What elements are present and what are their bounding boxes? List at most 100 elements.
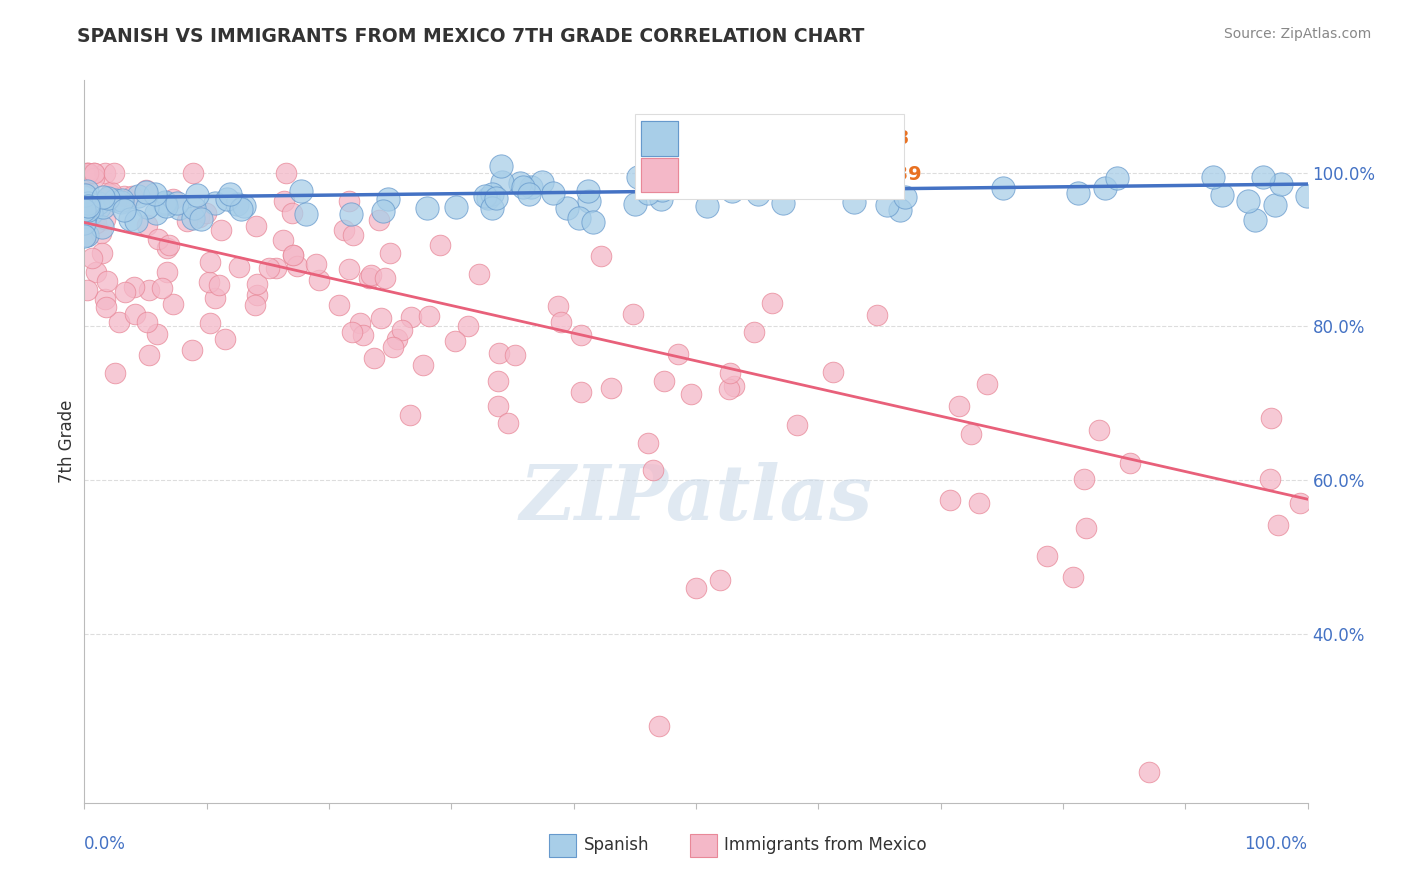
Point [418,309,440,323]
Point [443,334,465,348]
Point [876,198,898,212]
Point [1201,169,1223,184]
Point [176,214,198,228]
Point [186,187,208,202]
Point [294,207,316,221]
Point [328,298,350,312]
Point [135,183,157,197]
Point [209,223,232,237]
Point [104,366,127,380]
Point [1289,496,1312,510]
Point [73,209,96,223]
Point [94,293,117,307]
Point [651,183,673,197]
Point [188,210,211,224]
Point [650,192,672,206]
Point [245,298,267,312]
Point [1267,518,1289,533]
Point [496,416,519,430]
Point [474,188,496,202]
Point [681,387,703,401]
Point [183,202,205,216]
Point [204,196,226,211]
Point [976,376,998,391]
Point [416,201,439,215]
Point [229,202,252,216]
Bar [550,834,576,857]
Point [153,196,176,211]
Text: N =: N = [804,130,862,148]
Point [146,326,169,341]
Text: N =: N = [804,166,862,184]
Point [1119,456,1142,470]
Point [232,199,254,213]
Point [162,192,184,206]
Point [340,326,363,340]
Point [76,165,98,179]
Point [73,215,96,229]
Point [91,200,114,214]
Bar [641,158,678,193]
Point [1253,170,1275,185]
Point [120,211,142,226]
Point [150,281,173,295]
Point [285,259,308,273]
Point [214,332,236,346]
Bar [641,121,678,156]
Point [80,197,103,211]
Point [204,292,226,306]
Point [1088,424,1111,438]
Text: Spanish: Spanish [583,837,650,855]
Point [155,199,177,213]
Point [352,327,374,342]
Point [1094,181,1116,195]
Point [991,181,1014,195]
Point [281,248,304,262]
Point [156,265,179,279]
Point [89,200,111,214]
Point [643,463,665,477]
Point [581,215,603,229]
Point [627,170,650,185]
Point [477,191,499,205]
Text: 98: 98 [882,129,910,148]
Point [94,165,117,179]
Point [73,188,96,202]
Point [112,188,135,202]
Point [357,270,380,285]
Point [228,260,250,275]
Point [75,211,97,225]
Bar [690,834,717,857]
Point [1211,188,1233,202]
Point [569,327,592,342]
Point [155,241,177,255]
Point [429,238,451,252]
Point [1066,186,1088,201]
Point [77,208,100,222]
Point [519,186,541,201]
Point [747,186,769,201]
Point [468,267,491,281]
Point [208,277,231,292]
Point [718,366,741,380]
Point [340,206,363,220]
Point [600,381,623,395]
Point [624,196,647,211]
Point [290,184,312,198]
Point [685,581,707,595]
Point [486,374,509,388]
Point [136,200,159,214]
Point [246,288,269,302]
Point [124,280,146,294]
Point [621,307,644,321]
Point [281,247,304,261]
Point [73,204,96,219]
Point [569,384,592,399]
Point [90,227,112,241]
Point [83,171,105,186]
Point [786,417,808,432]
Point [114,285,136,300]
Point [1076,521,1098,535]
Point [589,249,612,263]
Point [125,214,148,228]
